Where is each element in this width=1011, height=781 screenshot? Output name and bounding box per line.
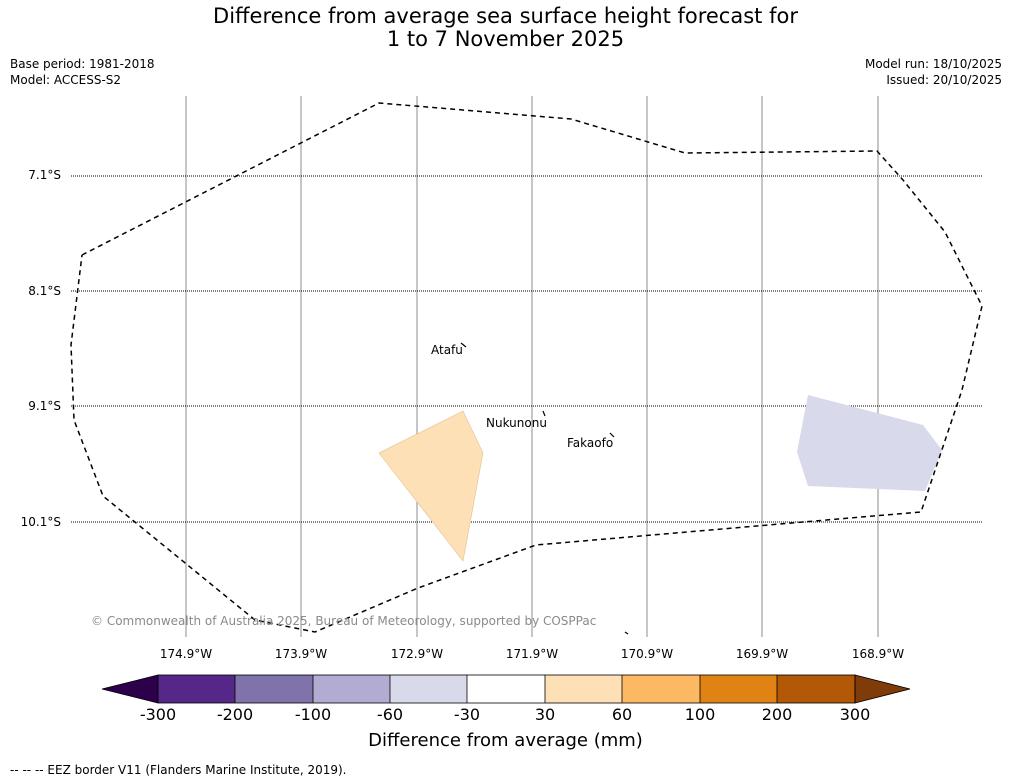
colorbar-tick: 60 <box>611 705 633 724</box>
colorbar-tick: -200 <box>216 705 254 724</box>
place-label-atafu: Atafu <box>431 343 463 357</box>
lon-label: 172.9°W <box>390 647 444 661</box>
model-run: Model run: 18/10/2025 <box>864 57 1002 71</box>
colorbar-tick: 30 <box>534 705 556 724</box>
issued-date: Issued: 20/10/2025 <box>886 73 1002 87</box>
meta-left: Base period: 1981-2018 Model: ACCESS-S2 <box>10 56 155 88</box>
colorbar-segment <box>622 675 700 703</box>
chart-title: Difference from average sea surface heig… <box>0 5 1011 51</box>
lon-label: 169.9°W <box>735 647 789 661</box>
colorbar-tick: 100 <box>684 705 716 724</box>
colorbar-segment <box>467 675 545 703</box>
colorbar-segment <box>313 675 390 703</box>
colorbar-segment <box>390 675 467 703</box>
lat-label: 9.1°S <box>28 399 61 413</box>
lon-label: 168.9°W <box>851 647 905 661</box>
lat-label: 8.1°S <box>28 284 61 298</box>
colorbar-tick: -100 <box>294 705 332 724</box>
colorbar-extend-high <box>854 674 911 704</box>
atafu-island-mark <box>460 342 467 348</box>
lat-label: 10.1°S <box>20 515 61 529</box>
lon-label: 173.9°W <box>274 647 328 661</box>
title-line-2: 1 to 7 November 2025 <box>386 27 625 51</box>
fakaofo-island-mark <box>609 432 615 438</box>
place-label-nukunonu: Nukunonu <box>486 416 547 430</box>
title-line-1: Difference from average sea surface heig… <box>213 4 798 28</box>
colorbar-tick: 300 <box>839 705 871 724</box>
lon-label: 170.9°W <box>620 647 674 661</box>
colorbar-tick: -60 <box>376 705 404 724</box>
copyright-notice: © Commonwealth of Australia 2025, Bureau… <box>91 614 597 628</box>
positive-anomaly-region <box>378 410 484 562</box>
negative-anomaly-region <box>797 395 942 491</box>
eez-footnote: -- -- -- EEZ border V11 (Flanders Marine… <box>10 763 347 777</box>
colorbar-segment <box>158 675 235 703</box>
base-period: Base period: 1981-2018 <box>10 57 155 71</box>
colorbar-extend-low <box>101 674 159 704</box>
colorbar-tick: 200 <box>761 705 793 724</box>
lat-label: 7.1°S <box>28 168 61 182</box>
colorbar-segment <box>700 675 777 703</box>
nukunonu-island-mark <box>542 410 546 417</box>
eez-border <box>70 102 983 633</box>
lon-label: 171.9°W <box>505 647 559 661</box>
small-island-mark <box>624 631 629 635</box>
lon-label: 174.9°W <box>159 647 213 661</box>
colorbar-segment <box>545 675 622 703</box>
colorbar <box>101 674 911 704</box>
colorbar-label: Difference from average (mm) <box>368 730 643 751</box>
place-label-fakaofo: Fakaofo <box>567 436 614 450</box>
meta-right: Model run: 18/10/2025 Issued: 20/10/2025 <box>865 56 1002 88</box>
colorbar-segment <box>235 675 313 703</box>
colorbar-tick: -30 <box>453 705 481 724</box>
model-name: Model: ACCESS-S2 <box>10 73 122 87</box>
colorbar-tick: -300 <box>139 705 177 724</box>
meridian-lines <box>185 96 879 637</box>
colorbar-segment <box>777 675 855 703</box>
colorbar-outline <box>157 674 856 704</box>
